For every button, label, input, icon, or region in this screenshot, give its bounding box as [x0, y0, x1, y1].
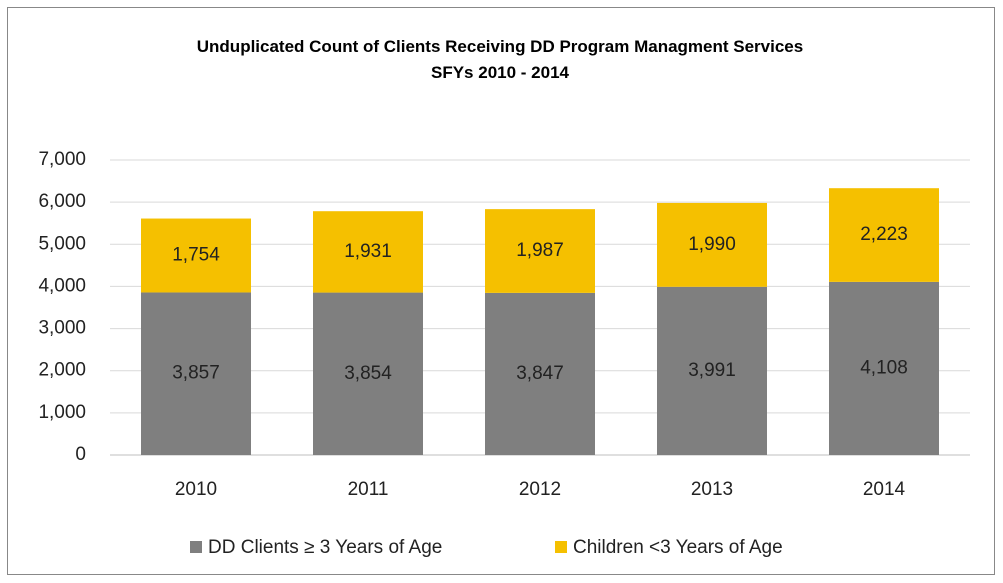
y-tick-label: 3,000 [38, 318, 86, 339]
x-tick-label: 2014 [863, 479, 906, 500]
data-label: 1,987 [516, 240, 564, 261]
bar-segment [829, 281, 939, 455]
bar-segment [141, 292, 251, 455]
y-tick-label: 0 [75, 444, 86, 465]
x-tick-label: 2011 [348, 479, 389, 500]
y-tick-label: 6,000 [38, 191, 86, 212]
data-label: 3,991 [688, 360, 736, 381]
y-tick-label: 5,000 [38, 233, 86, 254]
y-tick-label: 4,000 [38, 275, 86, 296]
bar-segment [313, 292, 423, 455]
bar-segment [313, 211, 423, 293]
legend-swatch [190, 541, 202, 553]
bar-segment [485, 292, 595, 455]
data-label: 3,847 [516, 363, 564, 384]
x-tick-label: 2013 [691, 479, 733, 500]
y-tick-label: 1,000 [38, 402, 86, 423]
legend-label: DD Clients ≥ 3 Years of Age [208, 537, 442, 558]
bar-segment [657, 202, 767, 287]
data-label: 3,857 [172, 363, 220, 384]
legend-swatch [555, 541, 567, 553]
data-label: 1,754 [172, 245, 220, 266]
x-tick-label: 2012 [519, 479, 561, 500]
y-tick-label: 2,000 [38, 360, 86, 381]
bar-segment [141, 218, 251, 293]
x-tick-label: 2010 [175, 479, 217, 500]
data-label: 2,223 [860, 224, 908, 245]
bar-segment [829, 188, 939, 282]
bar-segment [657, 286, 767, 455]
chart-title: Unduplicated Count of Clients Receiving … [196, 37, 804, 56]
y-tick-label: 7,000 [38, 149, 86, 170]
chart-subtitle: SFYs 2010 - 2014 [431, 63, 569, 82]
data-label: 3,854 [344, 363, 392, 384]
legend-label: Children <3 Years of Age [573, 537, 783, 558]
data-label: 1,931 [344, 241, 392, 262]
data-label: 1,990 [688, 234, 736, 255]
data-label: 4,108 [860, 357, 908, 378]
bar-segment [485, 209, 595, 293]
title-block: Unduplicated Count of Clients Receiving … [150, 34, 850, 86]
